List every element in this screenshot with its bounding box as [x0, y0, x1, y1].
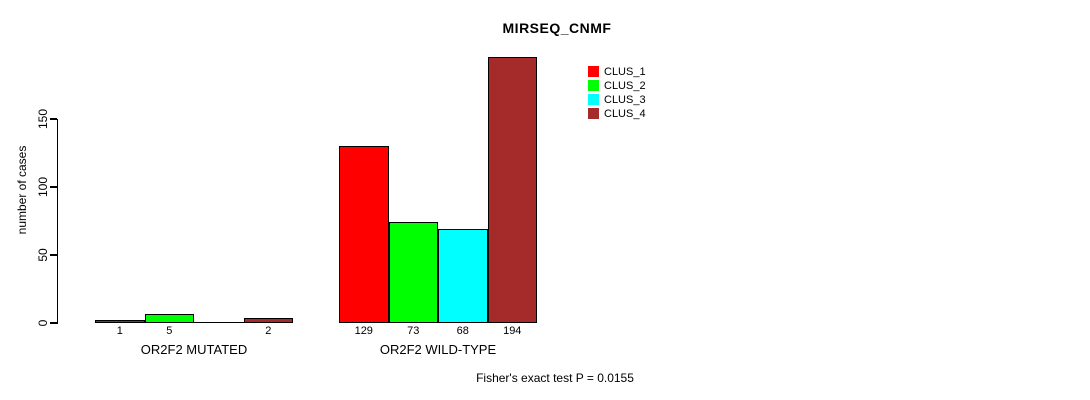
legend-row: CLUS_3 — [588, 93, 646, 106]
y-axis-line — [56, 118, 58, 324]
legend-label: CLUS_1 — [604, 65, 646, 78]
y-axis-label: number of cases — [15, 145, 29, 235]
bar-clus_2 — [144, 314, 194, 323]
bar-clus_2 — [388, 221, 438, 323]
y-tick-label: 100 — [36, 176, 50, 198]
legend-swatch-clus_2 — [588, 80, 599, 91]
legend-row: CLUS_2 — [588, 79, 646, 92]
y-tick — [49, 254, 57, 256]
category-label: OR2F2 WILD-TYPE — [379, 342, 497, 357]
bar-value-label: 68 — [456, 325, 469, 337]
x-axis-line — [95, 321, 293, 323]
legend-label: CLUS_4 — [604, 107, 646, 120]
bar-clus_4 — [243, 318, 293, 323]
bar-clus_4 — [487, 57, 537, 323]
bar-value-label: 2 — [265, 325, 272, 337]
bar-clus_1 — [95, 319, 145, 323]
legend-swatch-clus_3 — [588, 94, 599, 105]
y-tick — [49, 186, 57, 188]
y-tick — [49, 322, 57, 324]
legend: CLUS_1 CLUS_2 CLUS_3 CLUS_4 — [588, 66, 646, 122]
bar-value-label: 1 — [116, 325, 123, 337]
y-tick-label: 50 — [36, 248, 50, 262]
bar-clus_1 — [339, 145, 389, 323]
y-tick-label: 0 — [36, 319, 50, 327]
legend-swatch-clus_1 — [588, 66, 599, 77]
fisher-test-annotation: Fisher's exact test P = 0.0155 — [476, 371, 634, 385]
bar-clus_3 — [438, 228, 488, 323]
bar-value-label: 5 — [166, 325, 173, 337]
category-label: OR2F2 MUTATED — [140, 342, 248, 357]
bar-value-label: 129 — [354, 325, 373, 337]
legend-row: CLUS_4 — [588, 107, 646, 120]
chart-title: MIRSEQ_CNMF — [502, 20, 612, 36]
legend-swatch-clus_4 — [588, 108, 599, 119]
bar-value-label: 73 — [407, 325, 420, 337]
y-tick — [49, 118, 57, 120]
legend-row: CLUS_1 — [588, 65, 646, 78]
legend-label: CLUS_3 — [604, 93, 646, 106]
y-tick-label: 150 — [36, 108, 50, 130]
bar-value-label: 194 — [503, 325, 522, 337]
legend-label: CLUS_2 — [604, 79, 646, 92]
